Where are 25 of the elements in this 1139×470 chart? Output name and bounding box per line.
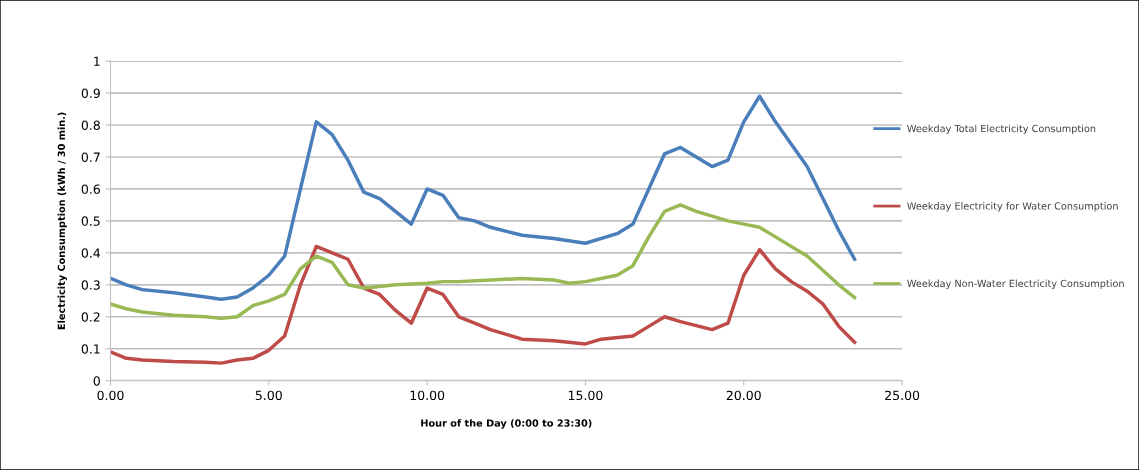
x-tick-label: 15.00 bbox=[568, 390, 603, 401]
y-tick-label: 0.6 bbox=[81, 184, 100, 194]
x-tick-label: 20.00 bbox=[726, 390, 761, 401]
x-tick-label: 25.00 bbox=[885, 390, 920, 401]
x-tick-label: 5.00 bbox=[255, 390, 282, 401]
line-series bbox=[110, 244, 857, 365]
legend-label: Weekday Total Electricity Consumption bbox=[907, 124, 1096, 135]
y-tick-label: 1 bbox=[94, 56, 100, 66]
y-axis-title: Electricity Consumption (kWh / 30 min.) bbox=[57, 112, 67, 330]
y-tick-label: 0.1 bbox=[81, 344, 100, 354]
x-tick-label: 10.00 bbox=[410, 390, 445, 401]
y-tick-label: 0.2 bbox=[81, 312, 100, 322]
legend-label: Weekday Electricity for Water Consumption bbox=[907, 202, 1118, 212]
line-series bbox=[110, 203, 857, 321]
y-tick-label: 0.8 bbox=[81, 120, 100, 130]
y-tick-label: 0 bbox=[93, 376, 100, 386]
legend-label: Weekday Non-Water Electricity Consumption bbox=[907, 279, 1124, 289]
x-tick-label: 0.00 bbox=[97, 390, 124, 401]
y-tick-label: 0.4 bbox=[81, 248, 101, 258]
y-tick-label: 0.7 bbox=[81, 152, 100, 162]
x-axis-title: Hour of the Day (0:00 to 23:30) bbox=[421, 419, 592, 429]
y-tick-label: 0.9 bbox=[81, 88, 100, 98]
y-tick-label: 0.5 bbox=[81, 216, 100, 226]
y-tick-label: 0.3 bbox=[81, 280, 100, 290]
line-series bbox=[110, 94, 857, 301]
